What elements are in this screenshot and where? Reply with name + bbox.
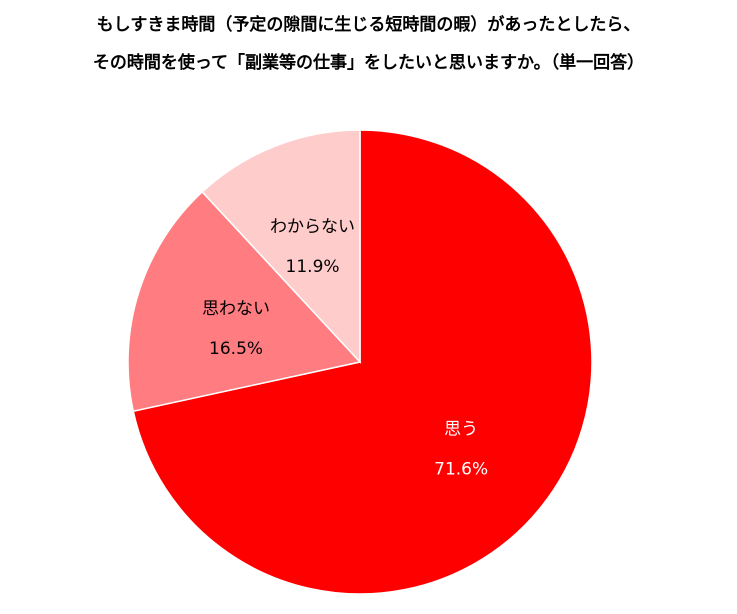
slice-2-category-label: 思わない xyxy=(202,299,270,319)
chart-title-line-2: その時間を使って「副業等の仕事」をしたいと思いますか。（単一回答） xyxy=(92,53,645,73)
slice-1-value-label: 71.6% xyxy=(434,460,488,480)
chart-title-line-1: もしすきま時間（予定の隙間に生じる短時間の暇）があったとしたら、 xyxy=(96,15,641,35)
slice-1-category-label: 思う xyxy=(444,420,478,440)
pie-labels: 思う 71.6% 思わない 16.5% わからない 11.9% xyxy=(202,217,488,479)
slice-2-wedge xyxy=(127,190,362,413)
slice-1-wedge xyxy=(132,129,593,595)
slice-3-wedge xyxy=(201,129,361,364)
slice-3-category-label: わからない xyxy=(270,217,355,237)
slice-2-value-label: 16.5% xyxy=(209,339,263,359)
pie-slices xyxy=(127,129,593,595)
chart-title: もしすきま時間（予定の隙間に生じる短時間の暇）があったとしたら、 その時間を使っ… xyxy=(0,0,737,82)
slice-3-value-label: 11.9% xyxy=(286,257,340,277)
